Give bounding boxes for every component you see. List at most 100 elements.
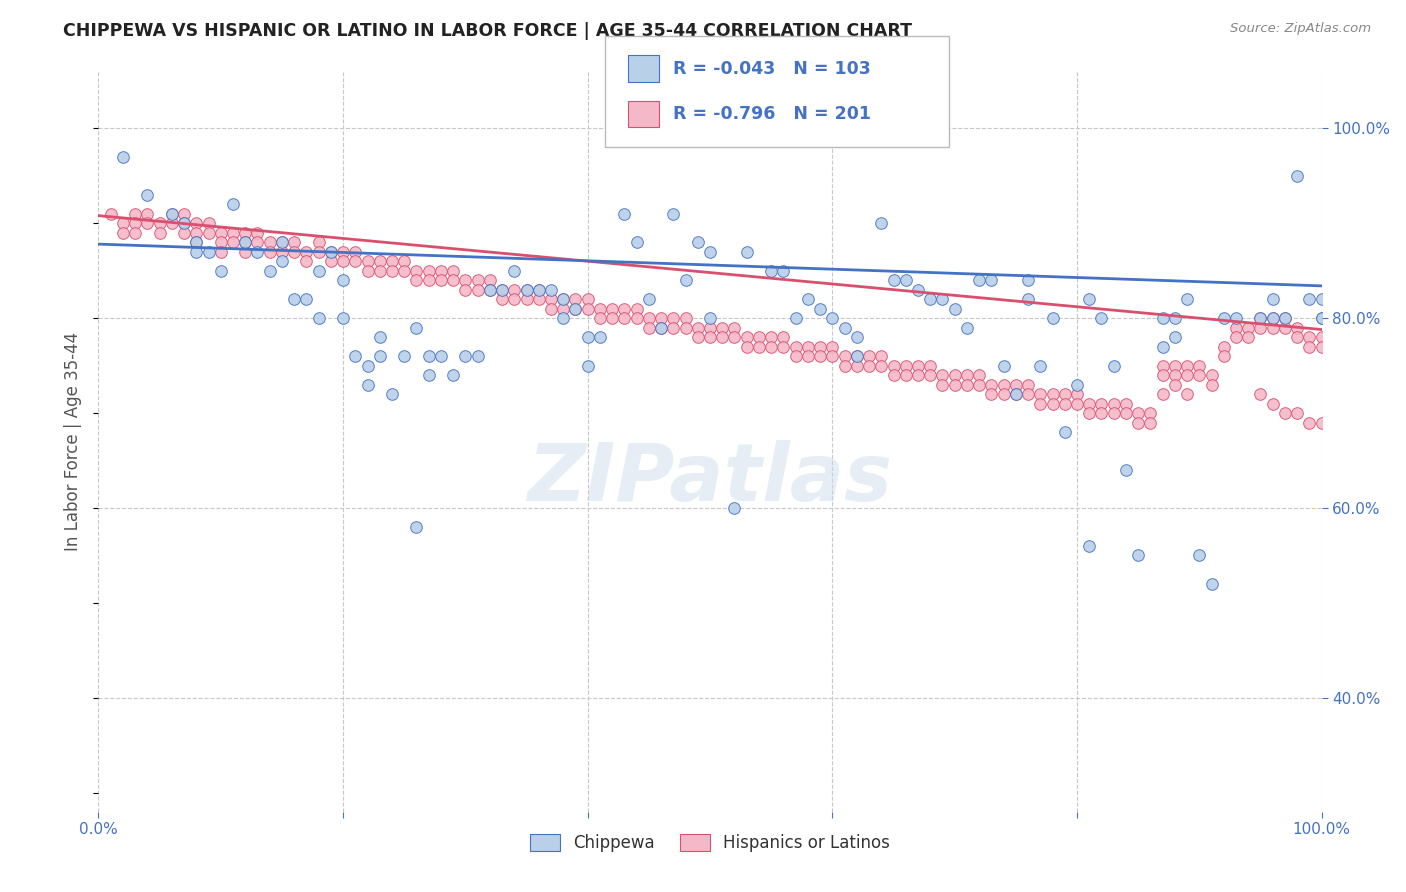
Point bbox=[1249, 387, 1271, 401]
Point bbox=[1298, 330, 1320, 344]
Point bbox=[1286, 169, 1309, 183]
Point bbox=[454, 273, 477, 287]
Point bbox=[993, 359, 1015, 373]
Point bbox=[564, 292, 586, 306]
Point bbox=[478, 283, 501, 297]
Point bbox=[100, 207, 122, 221]
Point bbox=[1115, 396, 1137, 410]
Point bbox=[1017, 273, 1039, 287]
Point bbox=[332, 311, 354, 326]
Point bbox=[1274, 311, 1296, 326]
Point bbox=[1261, 396, 1284, 410]
Point bbox=[381, 263, 404, 277]
Point bbox=[1128, 549, 1150, 563]
Point bbox=[1090, 406, 1112, 420]
Point bbox=[491, 292, 513, 306]
Point bbox=[662, 207, 685, 221]
Point bbox=[332, 244, 354, 259]
Point bbox=[761, 263, 783, 277]
Point bbox=[209, 235, 232, 250]
Point bbox=[160, 207, 183, 221]
Point bbox=[283, 235, 305, 250]
Point bbox=[845, 349, 868, 363]
Text: ZIPatlas: ZIPatlas bbox=[527, 440, 893, 517]
Point bbox=[478, 273, 501, 287]
Point bbox=[1042, 396, 1064, 410]
Point bbox=[259, 235, 281, 250]
Point bbox=[920, 368, 942, 383]
Point bbox=[723, 320, 745, 334]
Point bbox=[1225, 311, 1247, 326]
Point bbox=[1017, 377, 1039, 392]
Point bbox=[967, 377, 990, 392]
Point bbox=[111, 216, 134, 230]
Point bbox=[637, 292, 661, 306]
Point bbox=[967, 368, 990, 383]
Point bbox=[209, 226, 232, 240]
Point bbox=[834, 359, 856, 373]
Point bbox=[1175, 387, 1198, 401]
Point bbox=[173, 216, 195, 230]
Point bbox=[540, 301, 562, 316]
Point bbox=[943, 368, 966, 383]
Point bbox=[858, 359, 880, 373]
Point bbox=[883, 368, 905, 383]
Point bbox=[173, 207, 195, 221]
Point bbox=[1175, 359, 1198, 373]
Point bbox=[392, 254, 416, 268]
Point bbox=[797, 349, 820, 363]
Point bbox=[332, 254, 354, 268]
Point bbox=[1164, 359, 1187, 373]
Point bbox=[136, 207, 159, 221]
Point bbox=[1078, 396, 1101, 410]
Point bbox=[503, 263, 526, 277]
Point bbox=[797, 340, 820, 354]
Point bbox=[1188, 368, 1211, 383]
Point bbox=[894, 273, 917, 287]
Point bbox=[650, 320, 672, 334]
Point bbox=[270, 244, 294, 259]
Point bbox=[160, 216, 183, 230]
Point bbox=[637, 311, 661, 326]
Point bbox=[405, 263, 427, 277]
Point bbox=[1017, 292, 1039, 306]
Point bbox=[295, 254, 318, 268]
Point bbox=[711, 330, 734, 344]
Point bbox=[515, 283, 537, 297]
Point bbox=[686, 330, 709, 344]
Point bbox=[467, 349, 489, 363]
Point bbox=[748, 330, 770, 344]
Point bbox=[503, 292, 526, 306]
Point bbox=[405, 520, 427, 534]
Point bbox=[1274, 311, 1296, 326]
Point bbox=[1164, 330, 1187, 344]
Point bbox=[1115, 406, 1137, 420]
Point bbox=[308, 311, 330, 326]
Point bbox=[418, 273, 440, 287]
Point bbox=[308, 263, 330, 277]
Point bbox=[1029, 359, 1052, 373]
Point bbox=[344, 244, 367, 259]
Point bbox=[491, 283, 513, 297]
Point bbox=[699, 244, 721, 259]
Point bbox=[418, 349, 440, 363]
Point bbox=[772, 340, 794, 354]
Point bbox=[834, 349, 856, 363]
Point bbox=[222, 226, 245, 240]
Point bbox=[1017, 387, 1039, 401]
Point bbox=[650, 320, 672, 334]
Point bbox=[967, 273, 990, 287]
Point bbox=[675, 273, 697, 287]
Point bbox=[503, 283, 526, 297]
Point bbox=[626, 235, 648, 250]
Point bbox=[1152, 359, 1174, 373]
Point bbox=[405, 320, 427, 334]
Point bbox=[259, 263, 281, 277]
Text: CHIPPEWA VS HISPANIC OR LATINO IN LABOR FORCE | AGE 35-44 CORRELATION CHART: CHIPPEWA VS HISPANIC OR LATINO IN LABOR … bbox=[63, 22, 912, 40]
Point bbox=[735, 330, 758, 344]
Point bbox=[920, 359, 942, 373]
Point bbox=[600, 311, 623, 326]
Point bbox=[356, 263, 378, 277]
Point bbox=[589, 301, 612, 316]
Point bbox=[368, 330, 391, 344]
